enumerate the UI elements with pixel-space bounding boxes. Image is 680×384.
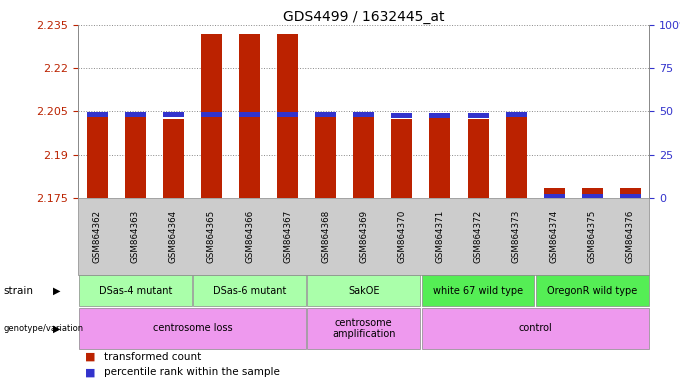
Bar: [544, 188, 564, 198]
Bar: [163, 119, 184, 198]
Text: GSM864364: GSM864364: [169, 210, 178, 263]
Text: percentile rank within the sample: percentile rank within the sample: [104, 367, 280, 377]
Text: GSM864362: GSM864362: [92, 210, 102, 263]
Text: ■: ■: [85, 352, 95, 362]
Text: GSM864363: GSM864363: [131, 210, 140, 263]
Text: centrosome
amplification: centrosome amplification: [332, 318, 396, 339]
Text: GSM864372: GSM864372: [473, 210, 483, 263]
Bar: [392, 113, 412, 118]
Text: GSM864370: GSM864370: [397, 210, 407, 263]
Text: GSM864366: GSM864366: [245, 210, 254, 263]
Text: OregonR wild type: OregonR wild type: [547, 286, 637, 296]
Text: GSM864365: GSM864365: [207, 210, 216, 263]
Bar: [620, 188, 641, 198]
Text: DSas-6 mutant: DSas-6 mutant: [213, 286, 286, 296]
Bar: [354, 116, 374, 198]
Text: ▶: ▶: [52, 286, 61, 296]
Text: centrosome loss: centrosome loss: [152, 323, 233, 333]
Bar: [316, 116, 336, 198]
Bar: [506, 112, 526, 117]
Text: GSM864367: GSM864367: [283, 210, 292, 263]
Text: GSM864373: GSM864373: [511, 210, 521, 263]
Text: ▶: ▶: [52, 323, 61, 333]
Title: GDS4499 / 1632445_at: GDS4499 / 1632445_at: [283, 10, 445, 24]
Bar: [506, 116, 526, 198]
Bar: [582, 194, 602, 199]
Bar: [125, 112, 146, 117]
Bar: [430, 116, 450, 198]
Text: strain: strain: [3, 286, 33, 296]
Bar: [392, 119, 412, 198]
Bar: [582, 188, 602, 198]
Bar: [620, 194, 641, 199]
Text: GSM864371: GSM864371: [435, 210, 445, 263]
Bar: [468, 113, 488, 118]
Bar: [239, 112, 260, 117]
Bar: [87, 116, 107, 198]
Bar: [201, 34, 222, 198]
Text: white 67 wild type: white 67 wild type: [433, 286, 523, 296]
Text: GSM864374: GSM864374: [549, 210, 559, 263]
Bar: [277, 34, 298, 198]
Text: GSM864368: GSM864368: [321, 210, 330, 263]
Bar: [87, 112, 107, 117]
Text: control: control: [518, 323, 552, 333]
Bar: [239, 34, 260, 198]
Text: SakOE: SakOE: [348, 286, 379, 296]
Bar: [354, 112, 374, 117]
Bar: [125, 116, 146, 198]
Bar: [430, 113, 450, 118]
Bar: [277, 112, 298, 117]
Bar: [163, 112, 184, 117]
Text: GSM864376: GSM864376: [626, 210, 635, 263]
Text: ■: ■: [85, 367, 95, 377]
Bar: [468, 119, 488, 198]
Bar: [201, 112, 222, 117]
Text: GSM864375: GSM864375: [588, 210, 597, 263]
Text: transformed count: transformed count: [104, 352, 201, 362]
Text: genotype/variation: genotype/variation: [3, 324, 84, 333]
Text: GSM864369: GSM864369: [359, 210, 369, 263]
Text: DSas-4 mutant: DSas-4 mutant: [99, 286, 172, 296]
Bar: [316, 112, 336, 117]
Bar: [544, 194, 564, 199]
